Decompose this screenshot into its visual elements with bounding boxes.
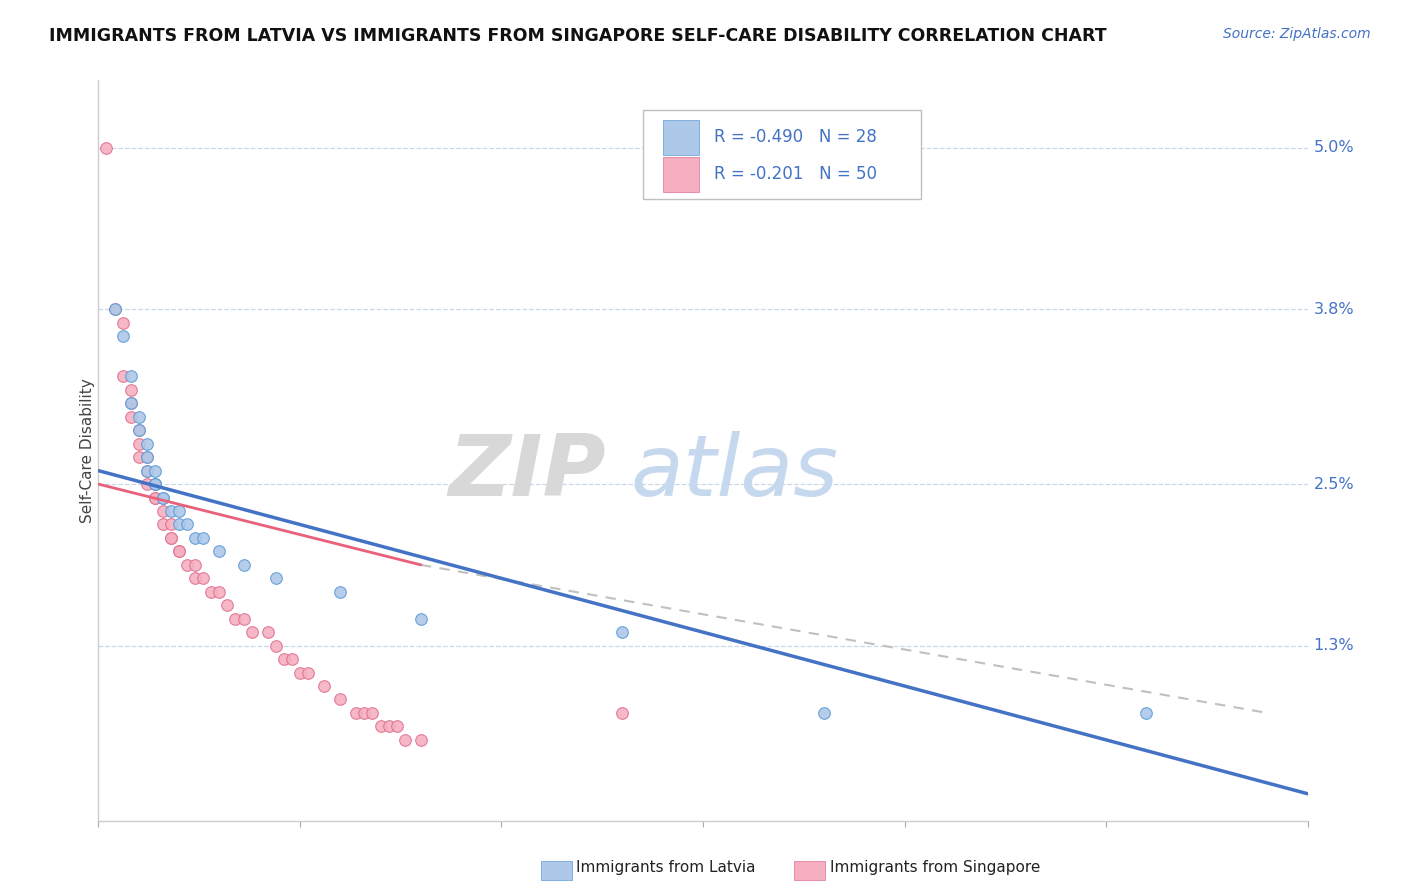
Point [143,464,166,478]
Point [160,531,183,545]
Point [329,692,352,706]
Point [111,329,134,343]
Point [135,477,157,491]
Point [160,517,183,532]
Point [96,140,118,154]
Point [111,369,134,384]
Text: atlas: atlas [630,431,838,514]
Point [135,464,157,478]
Point [281,652,304,666]
Text: 1.3%: 1.3% [1313,638,1354,653]
Point [184,531,207,545]
Text: 2.5%: 2.5% [1313,476,1354,491]
Point [135,450,157,465]
Point [264,571,287,585]
Text: ZIP: ZIP [449,431,606,514]
Text: R = -0.201   N = 50: R = -0.201 N = 50 [714,165,877,183]
Point [167,544,190,558]
Point [160,531,183,545]
Point [128,423,150,437]
Point [120,369,142,384]
Point [128,450,150,465]
Point [167,504,190,518]
Point [143,477,166,491]
Text: 5.0%: 5.0% [1313,140,1354,155]
Point [143,477,166,491]
Point [111,316,134,330]
Point [193,531,215,545]
Point [612,625,634,640]
Text: Immigrants from Latvia: Immigrants from Latvia [576,860,756,874]
Point [264,639,287,653]
Point [193,571,215,585]
Point [353,706,375,720]
Text: IMMIGRANTS FROM LATVIA VS IMMIGRANTS FROM SINGAPORE SELF-CARE DISABILITY CORRELA: IMMIGRANTS FROM LATVIA VS IMMIGRANTS FRO… [49,27,1107,45]
Point [208,584,231,599]
FancyBboxPatch shape [664,120,699,155]
Point [232,558,254,572]
Point [135,464,157,478]
Point [135,450,157,465]
Point [103,302,125,317]
Point [273,652,295,666]
Point [385,719,408,733]
Point [329,584,352,599]
Text: Immigrants from Singapore: Immigrants from Singapore [830,860,1040,874]
Point [377,719,399,733]
Y-axis label: Self-Care Disability: Self-Care Disability [80,378,94,523]
Point [128,436,150,450]
Point [208,544,231,558]
Point [409,732,432,747]
Point [184,571,207,585]
Point [394,732,416,747]
Point [176,517,198,532]
Point [128,423,150,437]
Text: 3.8%: 3.8% [1313,301,1354,317]
Point [1135,706,1157,720]
Point [152,491,174,505]
Point [361,706,384,720]
Text: Source: ZipAtlas.com: Source: ZipAtlas.com [1223,27,1371,41]
Point [128,409,150,424]
Point [143,491,166,505]
Point [176,558,198,572]
Point [160,504,183,518]
Point [135,436,157,450]
Point [152,504,174,518]
Point [152,491,174,505]
Point [167,517,190,532]
Point [224,612,246,626]
Point [370,719,392,733]
Point [120,396,142,410]
Point [200,584,222,599]
Point [240,625,263,640]
Text: R = -0.490   N = 28: R = -0.490 N = 28 [714,128,877,146]
Point [409,612,432,626]
Point [288,665,311,680]
Point [103,302,125,317]
Point [143,491,166,505]
Point [217,599,239,613]
Point [813,706,835,720]
Point [314,679,336,693]
Point [344,706,367,720]
Point [612,706,634,720]
Point [120,396,142,410]
Point [232,612,254,626]
Point [120,409,142,424]
Point [143,477,166,491]
Point [297,665,319,680]
FancyBboxPatch shape [643,110,921,199]
Point [167,544,190,558]
FancyBboxPatch shape [664,156,699,192]
Point [152,517,174,532]
Point [184,558,207,572]
Point [256,625,278,640]
Point [120,383,142,397]
